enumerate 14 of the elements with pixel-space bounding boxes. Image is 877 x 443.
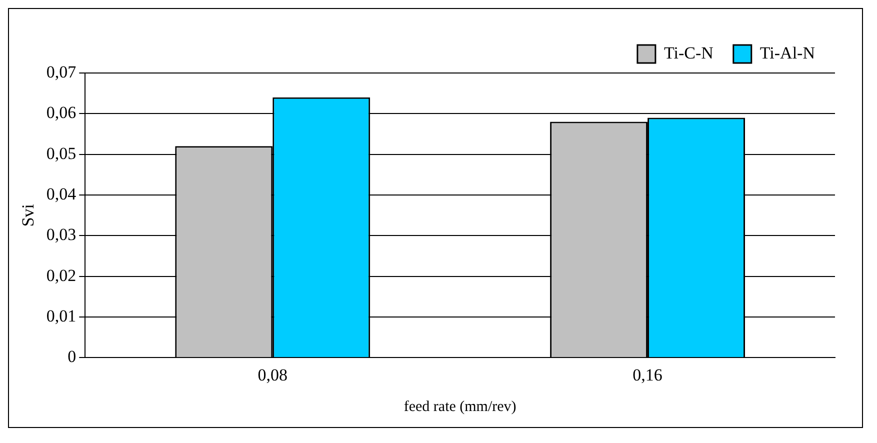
y-tick-label: 0,03 [46,225,76,244]
x-tick-label: 0,16 [632,365,662,384]
y-axis-title: Svi [18,204,38,227]
y-tick-label: 0,07 [46,62,77,82]
y-tick-label: 0,02 [46,266,76,285]
legend-label: Ti-C-N [664,43,714,62]
y-tick-label: 0,04 [46,184,77,204]
y-tick-label: 0,05 [46,144,76,163]
y-tick-label: 0,06 [46,103,76,122]
legend-label: Ti-Al-N [760,43,815,62]
y-tick-label: 0,01 [46,306,76,326]
x-tick-label: 0,08 [258,365,288,384]
y-tick-label: 0 [68,347,76,366]
x-axis-title: feed rate (mm/rev) [404,398,516,415]
